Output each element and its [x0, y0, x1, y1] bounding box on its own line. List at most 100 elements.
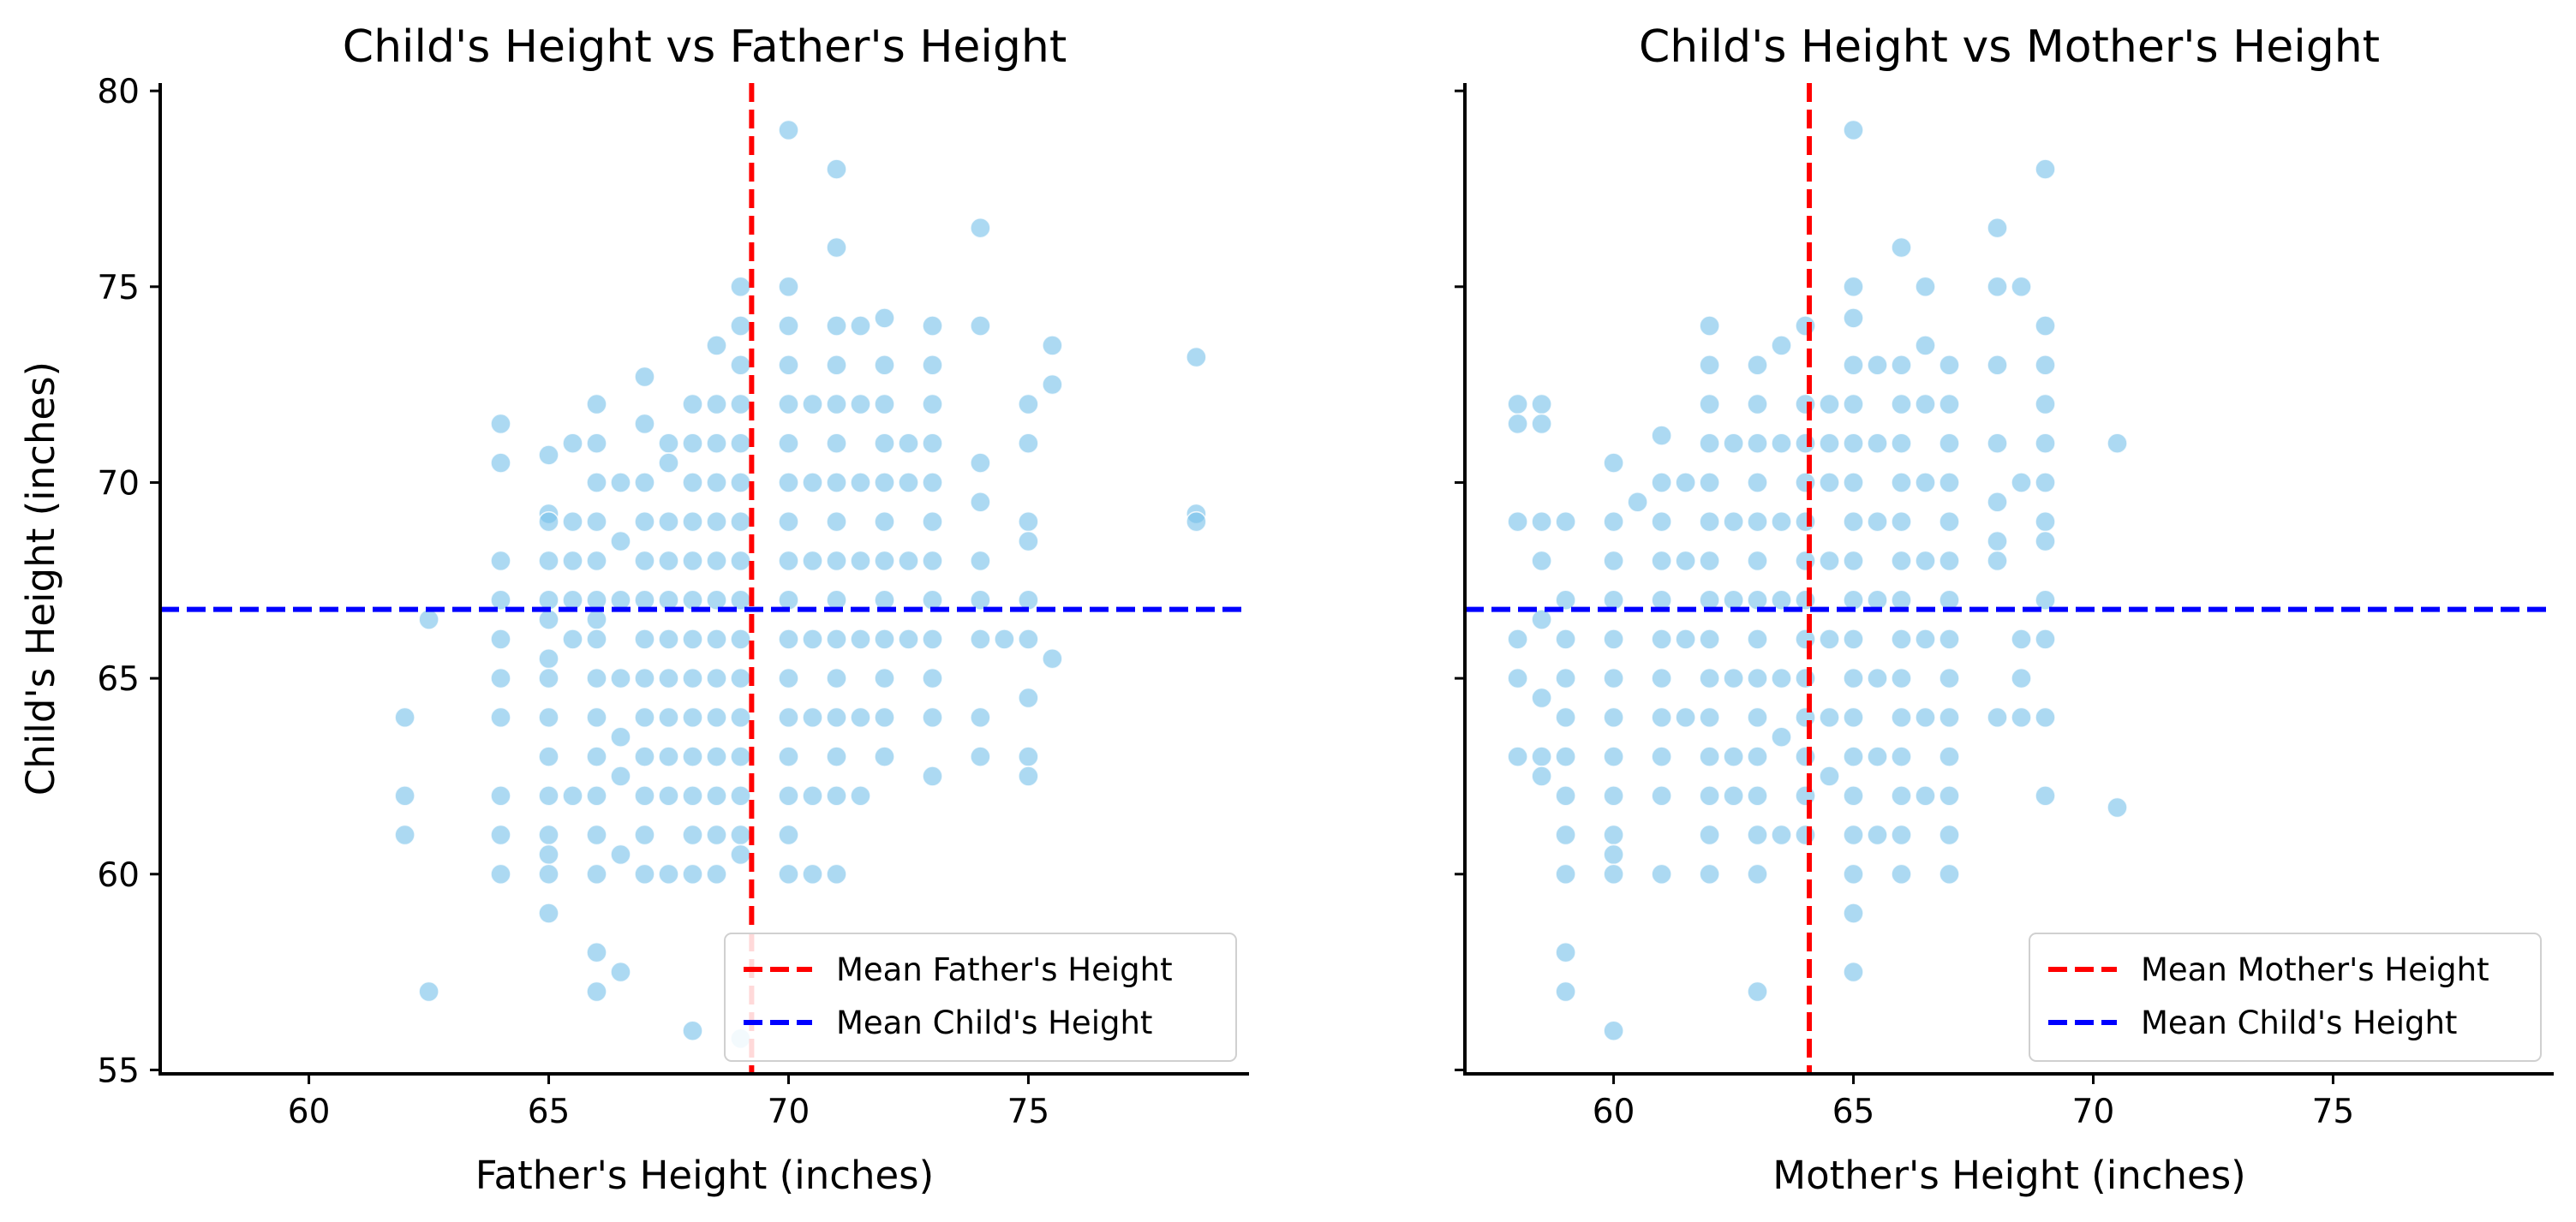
data-point: [1651, 746, 1672, 767]
data-point: [730, 393, 751, 415]
data-point: [1795, 746, 1816, 767]
data-point: [1747, 784, 1768, 807]
data-point: [1939, 510, 1960, 533]
data-point: [562, 784, 583, 807]
data-point: [1939, 432, 1960, 455]
data-point: [1771, 432, 1792, 455]
data-point: [850, 629, 871, 650]
data-point: [1699, 667, 1720, 689]
data-point: [1627, 491, 1648, 513]
data-point: [1555, 981, 1576, 1003]
data-point: [1531, 687, 1552, 709]
data-point: [1675, 550, 1696, 572]
x-tick-label: 75: [2312, 1093, 2355, 1131]
data-point: [490, 784, 511, 807]
data-point: [1915, 784, 1936, 807]
data-point: [1843, 863, 1864, 885]
data-point: [1603, 824, 1624, 846]
legend: Mean Mother's Height Mean Child's Height: [2029, 933, 2542, 1062]
data-point: [1795, 315, 1816, 337]
data-point: [1603, 746, 1624, 767]
x-tick-label: 65: [528, 1093, 571, 1131]
data-point: [802, 393, 823, 415]
data-point: [1867, 354, 1888, 376]
data-point: [1651, 784, 1672, 807]
data-point: [1675, 629, 1696, 650]
father-height-panel: 60 65 70 75 55 60 65 70 75 80 Child's Height vs Fa…: [18, 21, 1249, 1198]
data-point: [706, 863, 727, 885]
data-point: [1771, 824, 1792, 846]
data-point: [562, 510, 583, 533]
data-point: [1651, 706, 1672, 729]
data-point: [706, 472, 727, 493]
data-point: [658, 510, 679, 533]
data-point: [2035, 629, 2056, 650]
data-point: [778, 784, 799, 807]
data-point: [1843, 784, 1864, 807]
data-point: [826, 432, 847, 455]
data-point: [778, 667, 799, 689]
data-point: [1675, 472, 1696, 493]
data-point: [1891, 706, 1912, 729]
data-point: [490, 629, 511, 650]
data-point: [682, 432, 703, 455]
x-axis-label: Father's Height (inches): [475, 1153, 934, 1198]
data-point: [1771, 589, 1792, 611]
data-point: [1603, 667, 1624, 689]
data-point: [1747, 393, 1768, 415]
data-point: [538, 784, 559, 807]
data-point: [1987, 491, 2008, 513]
data-point: [1891, 550, 1912, 572]
y-tick-label: 70: [97, 464, 140, 503]
data-point: [970, 452, 991, 474]
data-point: [730, 824, 751, 846]
legend-entry: Mean Mother's Height: [2141, 951, 2489, 988]
data-point: [1939, 784, 1960, 807]
data-point: [682, 1020, 703, 1041]
data-point: [1723, 667, 1744, 689]
data-point: [826, 472, 847, 493]
data-point: [922, 667, 943, 689]
data-point: [1699, 315, 1720, 337]
data-point: [922, 766, 943, 787]
data-point: [850, 393, 871, 415]
data-point: [1651, 863, 1672, 885]
data-point: [490, 589, 511, 611]
data-point: [898, 629, 919, 650]
data-point: [730, 784, 751, 807]
data-point: [1651, 472, 1672, 493]
y-tick-label: 55: [97, 1052, 140, 1090]
data-point: [1843, 706, 1864, 729]
data-point: [1987, 432, 2008, 455]
data-point: [538, 609, 559, 630]
data-point: [1915, 629, 1936, 650]
data-point: [730, 667, 751, 689]
data-point: [538, 667, 559, 689]
data-point: [874, 510, 895, 533]
data-point: [1843, 393, 1864, 415]
data-point: [682, 863, 703, 885]
data-point: [682, 510, 703, 533]
data-point: [1939, 667, 1960, 689]
data-point: [682, 550, 703, 572]
legend-entry: Mean Child's Height: [2141, 1004, 2457, 1041]
data-point: [970, 746, 991, 767]
data-point: [634, 366, 655, 388]
data-point: [1987, 530, 2008, 552]
data-point: [2035, 530, 2056, 552]
data-point: [826, 510, 847, 533]
data-point: [1531, 510, 1552, 533]
data-point: [634, 550, 655, 572]
data-point: [2035, 784, 2056, 807]
data-point: [1507, 667, 1528, 689]
y-tick-label: 60: [97, 856, 140, 895]
data-point: [610, 726, 631, 748]
data-point: [778, 315, 799, 337]
data-point: [778, 393, 799, 415]
data-point: [1042, 373, 1063, 396]
data-point: [730, 629, 751, 650]
y-tick-label: 65: [97, 660, 140, 699]
data-point: [1819, 550, 1840, 572]
data-point: [1651, 550, 1672, 572]
